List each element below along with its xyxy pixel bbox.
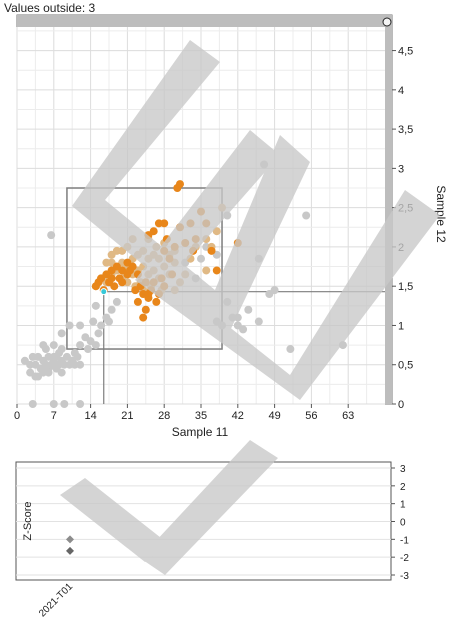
data-point [91, 341, 100, 350]
data-point [65, 321, 74, 330]
data-point [110, 282, 119, 291]
zscore-tick-label: 3 [400, 464, 406, 475]
data-point [244, 305, 253, 314]
zscore-tick-label: 1 [400, 500, 406, 511]
zscore-point [66, 546, 74, 555]
y-tick-label: 0 [398, 399, 404, 411]
reset-zoom-icon[interactable] [382, 17, 392, 27]
x-tick-label: 42 [232, 410, 244, 422]
x-tick-label: 63 [342, 410, 354, 422]
data-point [44, 368, 53, 377]
zscore-tick-label: -3 [400, 571, 409, 582]
data-point [126, 266, 135, 275]
zscore-category-label: 2021-T01 [37, 581, 75, 619]
data-point [207, 246, 216, 255]
data-point [97, 321, 106, 330]
data-point [49, 352, 58, 361]
zscore-tick-label: -1 [400, 535, 409, 546]
y-tick-label: 3 [398, 163, 404, 175]
y-tick-label: 1 [398, 320, 404, 332]
x-tick-label: 28 [158, 410, 170, 422]
data-point [57, 368, 66, 377]
data-point [302, 211, 311, 220]
y-tick-label: 4 [398, 85, 404, 97]
right-scrollbar[interactable] [385, 15, 392, 404]
x-axis-label: Sample 11 [172, 425, 229, 439]
data-point [175, 180, 184, 189]
data-point [160, 219, 169, 228]
zscore-y-ticks: 3 2 1 0 -1 -2 -3 [391, 464, 409, 582]
target-box [66, 187, 223, 350]
data-point [89, 317, 98, 326]
zscore-axis-label: Z-Score [22, 501, 34, 540]
zscore-tick-label: 0 [400, 518, 406, 529]
data-point [34, 372, 43, 381]
data-point [76, 321, 85, 330]
data-point [212, 227, 221, 236]
data-point [141, 305, 150, 314]
data-point [270, 286, 279, 295]
y-axis-label: Sample 12 [434, 185, 448, 243]
x-tick-label: 21 [121, 410, 133, 422]
data-point [102, 258, 111, 267]
data-point [57, 329, 66, 338]
data-point [76, 341, 85, 350]
zscore-point [66, 535, 74, 544]
values-outside-label: Values outside: 3 [4, 1, 96, 15]
data-point [60, 400, 69, 408]
data-point [94, 329, 103, 338]
data-point [100, 288, 108, 296]
data-point [239, 325, 248, 334]
data-point [112, 297, 121, 306]
x-tick-label: 49 [268, 410, 280, 422]
zscore-points [66, 535, 74, 555]
data-point [105, 317, 113, 326]
data-point [118, 278, 127, 287]
y-tick-label: 0,5 [398, 360, 413, 372]
data-point [49, 400, 58, 408]
data-point [47, 231, 56, 240]
x-tick-label: 35 [195, 410, 207, 422]
data-point [107, 305, 116, 314]
zscore-tick-label: -2 [400, 553, 409, 564]
data-point [107, 274, 116, 283]
data-point [144, 290, 153, 299]
data-point [107, 250, 116, 259]
x-tick-label: 56 [305, 410, 317, 422]
data-point [91, 301, 100, 310]
data-point [197, 254, 205, 263]
x-tick-label: 14 [84, 410, 96, 422]
data-point [202, 266, 211, 275]
watermark-checkmarks [60, 40, 440, 575]
data-point [28, 352, 37, 361]
data-point [139, 313, 148, 322]
x-tick-label: 0 [14, 410, 20, 422]
y-tick-label: 1,5 [398, 281, 413, 293]
y-tick-label: 3,5 [398, 124, 413, 136]
data-point [28, 400, 37, 408]
top-scrollbar[interactable] [17, 15, 385, 27]
data-point [83, 345, 92, 354]
x-tick-label: 7 [51, 410, 57, 422]
x-axis-ticks: 0 7 14 21 28 35 42 49 56 63 [14, 404, 354, 422]
data-point [73, 352, 82, 361]
data-point [133, 297, 142, 306]
data-point [39, 341, 48, 350]
data-point [286, 345, 295, 354]
data-point [152, 297, 161, 306]
data-point [254, 317, 263, 326]
data-point [212, 266, 221, 275]
data-point [57, 345, 66, 354]
data-point [76, 400, 85, 408]
data-point [49, 341, 58, 350]
y-tick-label: 4,5 [398, 46, 413, 58]
data-point [76, 360, 85, 369]
zscore-tick-label: 2 [400, 482, 406, 493]
